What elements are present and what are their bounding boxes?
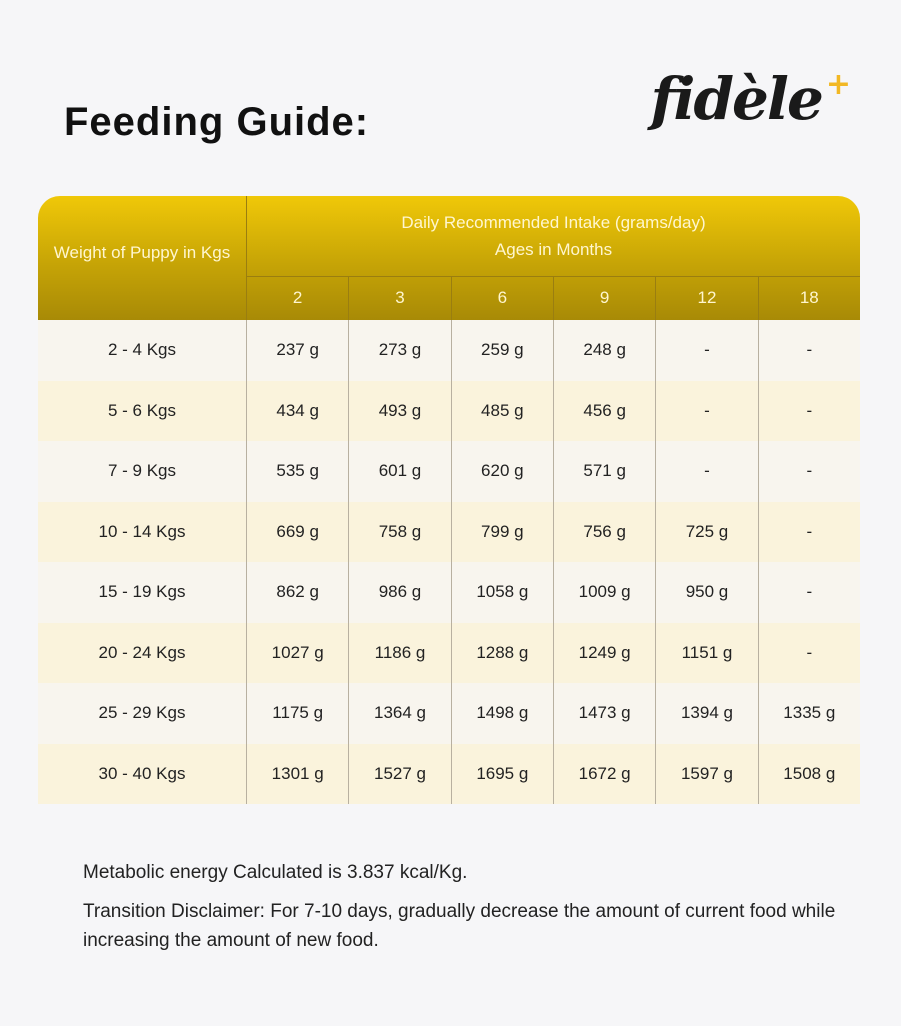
- intake-cell: 725 g: [655, 501, 757, 562]
- age-header: 2: [246, 276, 348, 320]
- intake-cell: -: [757, 441, 860, 502]
- transition-disclaimer: Transition Disclaimer: For 7-10 days, gr…: [83, 901, 836, 951]
- intake-cell: -: [757, 622, 860, 683]
- intake-cell: 535 g: [246, 441, 348, 502]
- weight-cell: 30 - 40 Kgs: [98, 763, 186, 783]
- weight-cell: 15 - 19 Kgs: [98, 582, 186, 602]
- ages-title: Ages in Months: [494, 240, 613, 259]
- intake-cell: 456 g: [552, 380, 655, 441]
- intake-cell: 862 g: [246, 562, 348, 623]
- intake-cell: 1151 g: [655, 622, 757, 683]
- weight-cell: 25 - 29 Kgs: [98, 703, 186, 723]
- table-row: 10 - 14 Kgs 669 g 758 g 799 g 756 g 725 g-: [38, 501, 860, 562]
- table-row: 7 - 9 Kgs 535 g 601 g 620 g 571 g--: [38, 441, 860, 502]
- table-row: 5 - 6 Kgs 434 g 493 g 485 g 456 g--: [38, 380, 860, 441]
- intake-cell: 601 g: [348, 441, 450, 502]
- table-header: Weight of Puppy in Kgs Daily Recommended…: [38, 196, 860, 320]
- intake-cell: 799 g: [450, 501, 553, 562]
- intake-cell: 493 g: [348, 380, 450, 441]
- intake-cell: 620 g: [450, 441, 553, 502]
- intake-cell: 1473 g: [552, 683, 655, 744]
- intake-cell: 1027 g: [246, 622, 348, 683]
- brand-logo: fidèle: [650, 65, 823, 133]
- intake-cell: 986 g: [348, 562, 450, 623]
- intake-cell: 1186 g: [348, 622, 450, 683]
- weight-header: Weight of Puppy in Kgs: [53, 243, 231, 262]
- intake-cell: 1249 g: [552, 622, 655, 683]
- intake-cell: 571 g: [552, 441, 655, 502]
- intake-cell: -: [757, 320, 860, 381]
- intake-cell: 1394 g: [655, 683, 757, 744]
- intake-cell: 259 g: [450, 320, 553, 381]
- age-header: 18: [757, 276, 860, 320]
- intake-cell: 1175 g: [246, 683, 348, 744]
- ages-row: 2 3 6 9 12 18: [246, 276, 860, 320]
- weight-cell: 2 - 4 Kgs: [107, 340, 177, 360]
- intake-cell: 1301 g: [246, 743, 348, 804]
- intake-cell: -: [757, 501, 860, 562]
- intake-header: Daily Recommended Intake (grams/day) Age…: [246, 196, 860, 277]
- intake-cell: 1597 g: [655, 743, 757, 804]
- intake-cell: 1508 g: [757, 743, 860, 804]
- intake-cell: 485 g: [450, 380, 553, 441]
- table-row: 25 - 29 Kgs 1175 g 1364 g 1498 g 1473 g 1394 …: [38, 683, 860, 744]
- intake-cell: 1058 g: [450, 562, 553, 623]
- intake-cell: 1335 g: [757, 683, 860, 744]
- page-title: Feeding Guide:: [64, 100, 370, 144]
- intake-cell: -: [655, 380, 757, 441]
- intake-cell: 248 g: [552, 320, 655, 381]
- intake-cell: 1672 g: [552, 743, 655, 804]
- intake-cell: 1364 g: [348, 683, 450, 744]
- table-row: 15 - 19 Kgs 862 g 986 g 1058 g 1009 g 950 g-: [38, 562, 860, 623]
- plus-icon: +: [825, 67, 851, 102]
- table-row: 2 - 4 Kgs 237 g 273 g 259 g 248 g--: [38, 320, 860, 381]
- age-header: 9: [552, 276, 655, 320]
- weight-cell: 10 - 14 Kgs: [98, 521, 186, 541]
- table-row: 30 - 40 Kgs 1301 g 1527 g 1695 g 1672 g 1597 …: [38, 743, 860, 804]
- weight-cell: 7 - 9 Kgs: [107, 461, 177, 481]
- weight-cell: 20 - 24 Kgs: [98, 642, 186, 662]
- intake-title: Daily Recommended Intake (grams/day): [401, 213, 706, 232]
- notes: Metabolic energy Calculated is 3.837 kca…: [83, 858, 843, 965]
- age-header: 12: [655, 276, 757, 320]
- weight-cell: 5 - 6 Kgs: [107, 400, 177, 420]
- intake-cell: 1288 g: [450, 622, 553, 683]
- intake-cell: 1695 g: [450, 743, 553, 804]
- intake-cell: -: [757, 562, 860, 623]
- intake-cell: 950 g: [655, 562, 757, 623]
- feeding-table: Weight of Puppy in Kgs Daily Recommended…: [38, 196, 860, 804]
- table-row: 20 - 24 Kgs 1027 g 1186 g 1288 g 1249 g 1151 …: [38, 622, 860, 683]
- intake-cell: -: [655, 320, 757, 381]
- intake-cell: -: [757, 380, 860, 441]
- intake-cell: 273 g: [348, 320, 450, 381]
- intake-cell: 1498 g: [450, 683, 553, 744]
- age-header: 3: [348, 276, 450, 320]
- intake-cell: 669 g: [246, 501, 348, 562]
- intake-cell: 1527 g: [348, 743, 450, 804]
- intake-cell: 1009 g: [552, 562, 655, 623]
- brand: fidèle +: [650, 64, 851, 134]
- intake-cell: 756 g: [552, 501, 655, 562]
- intake-cell: -: [655, 441, 757, 502]
- table-body: 2 - 4 Kgs 237 g 273 g 259 g 248 g--5 - 6 Kgs…: [38, 320, 860, 804]
- age-header: 6: [450, 276, 553, 320]
- energy-note: Metabolic energy Calculated is 3.837 kca…: [83, 862, 468, 883]
- intake-cell: 758 g: [348, 501, 450, 562]
- intake-cell: 434 g: [246, 380, 348, 441]
- intake-cell: 237 g: [246, 320, 348, 381]
